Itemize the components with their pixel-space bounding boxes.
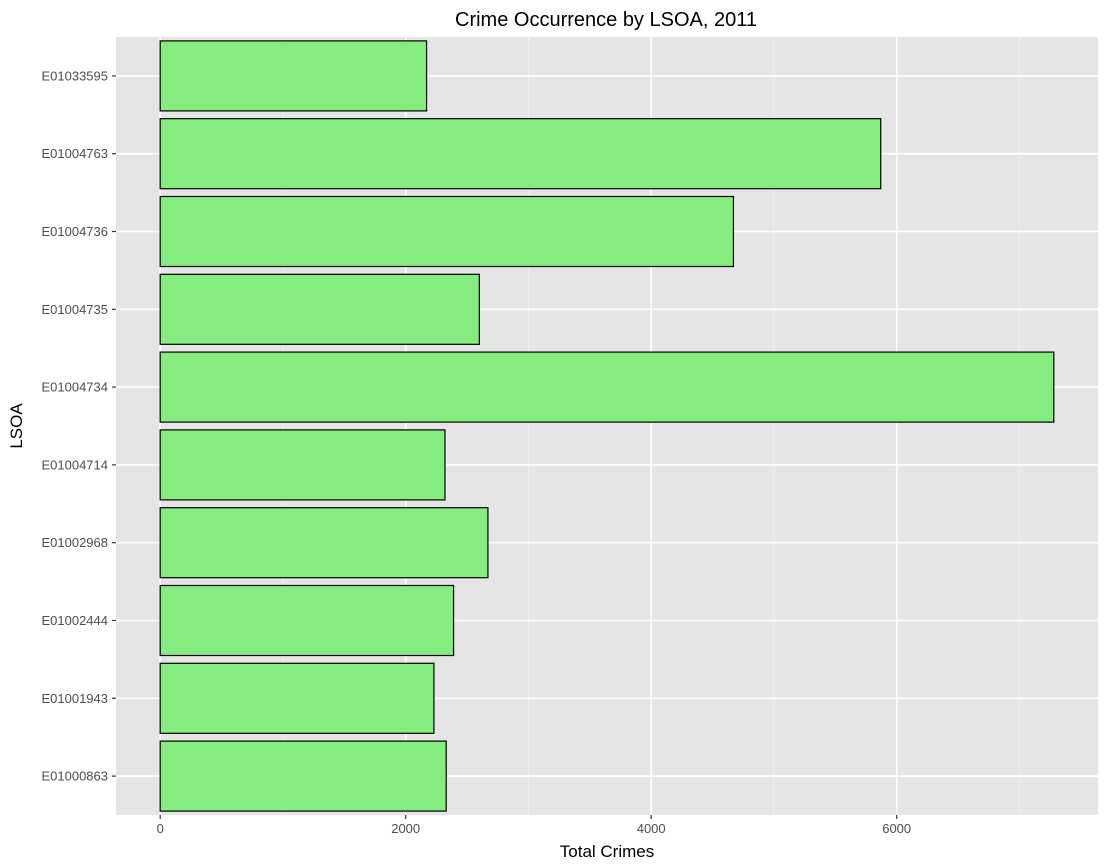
x-tick-label: 0: [157, 821, 164, 836]
y-tick-label: E01004736: [41, 224, 108, 239]
bar-E01004736: [159, 195, 735, 268]
bar-E01004735: [159, 273, 480, 345]
y-tick-label: E01001943: [41, 691, 108, 706]
bar-E01033595: [159, 40, 428, 112]
bar-E01000863: [159, 740, 447, 812]
y-tick-label: E01004734: [41, 380, 108, 395]
x-axis-title: Total Crimes: [560, 842, 654, 861]
y-axis: E01000863 E01001943 E01002444 E01002968 E010…: [41, 68, 116, 784]
y-axis-title: LSOA: [7, 403, 26, 449]
chart-title: Crime Occurrence by LSOA, 2011: [455, 9, 757, 31]
y-tick-label: E01002444: [41, 613, 108, 628]
bar-E01004763: [159, 118, 882, 190]
y-tick-label: E01002968: [41, 535, 108, 550]
x-tick-label: 4000: [637, 821, 666, 836]
y-tick-label: E01004714: [41, 457, 108, 472]
bar-E01002444: [159, 584, 455, 657]
y-tick-label: E01000863: [41, 769, 108, 784]
x-tick-label: 2000: [391, 821, 420, 836]
y-tick-label: E01004763: [41, 146, 108, 161]
y-tick-label: E01004735: [41, 302, 108, 317]
bars: [159, 40, 1055, 812]
bar-E01002968: [159, 507, 489, 579]
x-tick-label: 6000: [882, 821, 911, 836]
x-axis: 0 2000 4000 6000: [157, 815, 911, 836]
bar-E01001943: [159, 662, 435, 734]
y-tick-label: E01033595: [41, 68, 108, 83]
bar-E01004734: [159, 351, 1055, 423]
bar-E01004714: [159, 429, 446, 501]
